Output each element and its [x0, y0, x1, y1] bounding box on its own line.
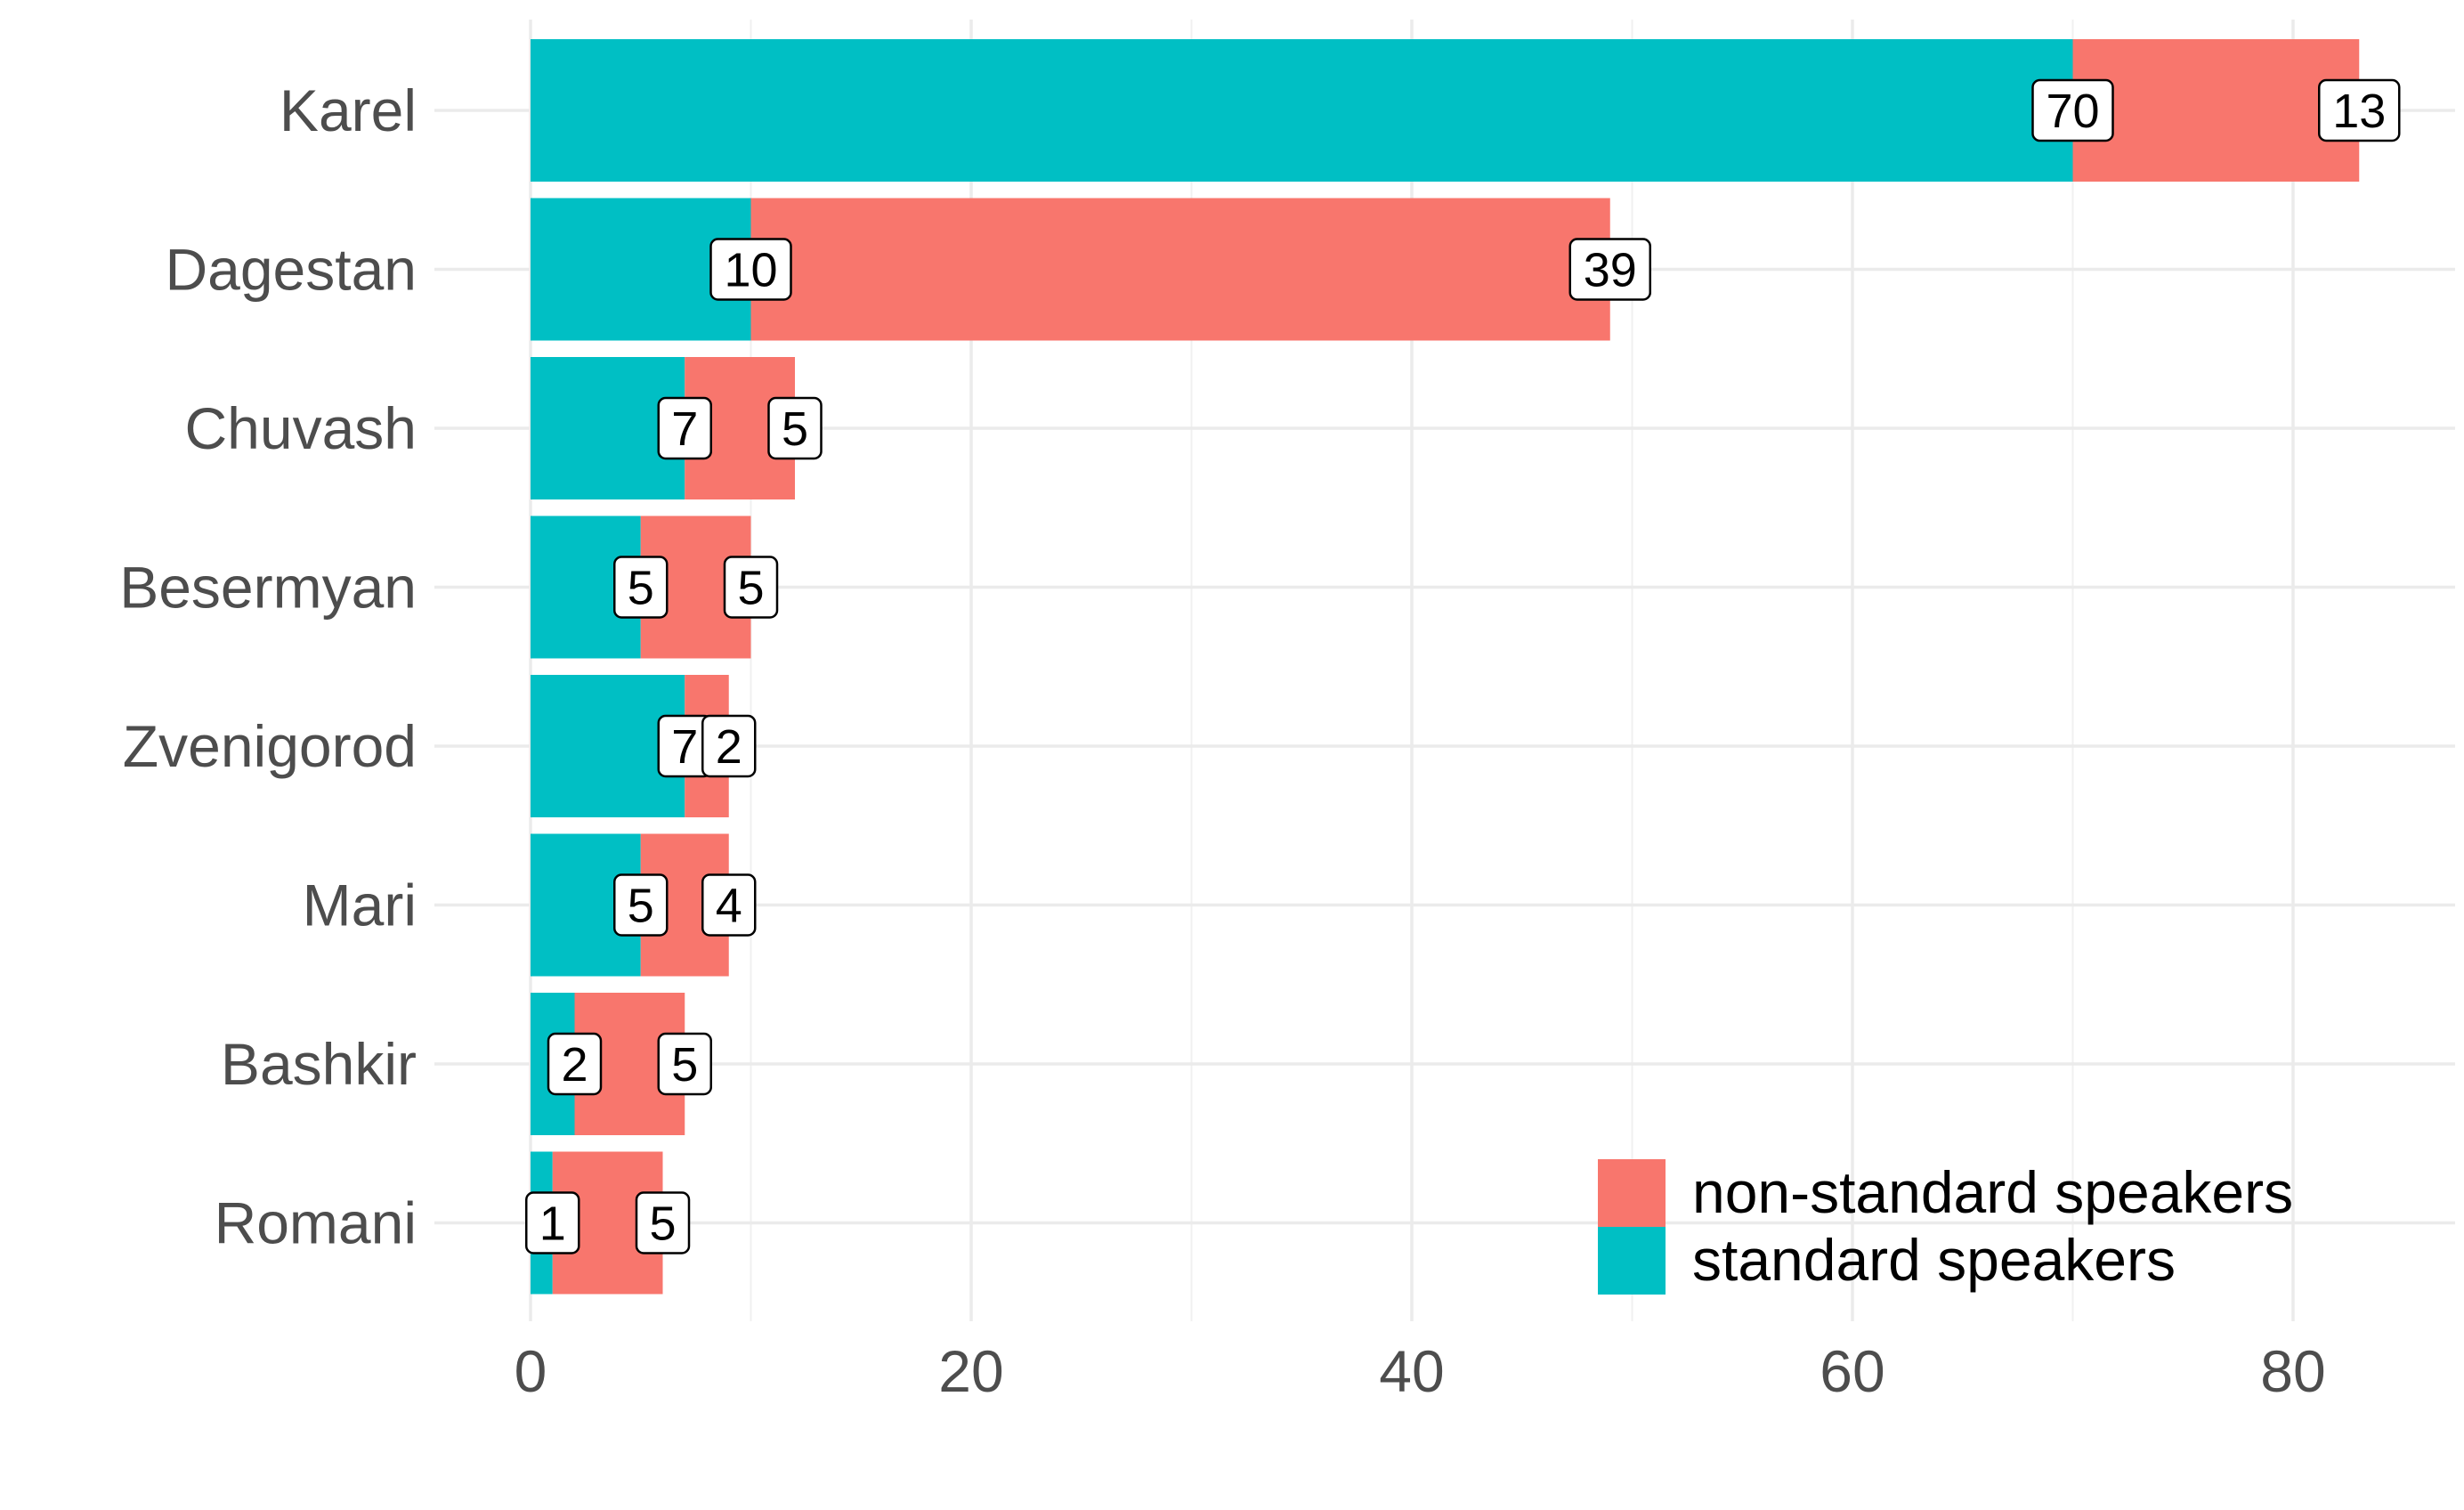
data-label-standard: 1 [525, 1191, 580, 1254]
data-label-non-standard-text: 5 [737, 562, 764, 615]
y-tick-label: Mari [303, 873, 417, 938]
data-label-standard-text: 5 [628, 562, 654, 615]
y-tick-label: Chuvash [185, 395, 417, 461]
data-label-non-standard-text: 39 [1584, 244, 1637, 297]
data-label-standard: 7 [657, 396, 712, 460]
legend-label: standard speakers [1692, 1227, 2176, 1293]
data-label-non-standard-text: 5 [671, 1038, 698, 1092]
bars [531, 39, 2360, 1295]
data-label-non-standard: 5 [657, 1032, 712, 1096]
data-label-non-standard: 5 [767, 396, 823, 460]
data-label-standard-text: 10 [724, 244, 777, 297]
bar-non-standard-speakers [2072, 39, 2360, 182]
data-label-standard: 10 [709, 238, 792, 301]
data-label-standard-text: 7 [671, 720, 698, 774]
data-label-non-standard: 13 [2318, 78, 2401, 142]
data-label-standard: 2 [547, 1032, 603, 1096]
data-label-non-standard-box [767, 396, 823, 460]
data-label-non-standard-box [657, 1032, 712, 1096]
data-label-non-standard: 5 [723, 556, 779, 619]
y-tick-label: Zvenigorod [123, 713, 417, 779]
y-tick-label: Dagestan [165, 237, 417, 303]
data-label-standard-text: 70 [2046, 85, 2099, 138]
data-label-non-standard-text: 13 [2332, 85, 2386, 138]
x-tick-label: 0 [515, 1338, 547, 1404]
data-label-non-standard: 4 [701, 873, 757, 937]
data-label-standard-box [613, 556, 669, 619]
data-label-standard-text: 2 [561, 1038, 588, 1092]
data-label-non-standard-text: 4 [716, 880, 742, 933]
data-label-non-standard-box [701, 873, 757, 937]
data-labels: 70 10 7 5 7 5 2 1 13 39 5 5 2 4 5 5 [525, 78, 2401, 1254]
data-label-non-standard-box [2318, 78, 2401, 142]
y-axis: Karel Dagestan Chuvash Besermyan Zvenigorod M… [119, 77, 417, 1256]
bar-non-standard-speakers [750, 198, 1610, 341]
data-label-non-standard: 5 [635, 1191, 691, 1254]
data-label-non-standard-box [701, 714, 757, 778]
data-label-non-standard: 39 [1568, 238, 1651, 301]
data-label-non-standard: 2 [701, 714, 757, 778]
data-label-standard-box [2031, 78, 2114, 142]
data-label-standard-box [657, 396, 712, 460]
y-tick-label: Karel [280, 77, 417, 143]
data-label-standard: 5 [613, 556, 669, 619]
data-label-standard: 7 [657, 714, 712, 778]
y-tick-label: Besermyan [119, 555, 417, 621]
y-tick-label: Bashkir [221, 1031, 417, 1097]
data-label-standard: 70 [2031, 78, 2114, 142]
data-label-standard-box [709, 238, 792, 301]
x-axis: 0 20 40 60 80 [515, 1338, 2326, 1404]
data-label-non-standard-box [1568, 238, 1651, 301]
data-label-non-standard-box [635, 1191, 691, 1254]
bar-standard-speakers [531, 39, 2073, 182]
data-label-standard-box [547, 1032, 603, 1096]
data-label-non-standard-text: 2 [716, 720, 742, 774]
data-label-standard-box [525, 1191, 580, 1254]
x-tick-label: 60 [1820, 1338, 1884, 1404]
data-label-standard-text: 1 [539, 1197, 566, 1251]
data-label-standard-text: 7 [671, 402, 698, 456]
y-tick-label: Romani [215, 1190, 417, 1256]
legend-key [1598, 1159, 1666, 1227]
x-tick-label: 80 [2260, 1338, 2325, 1404]
x-tick-label: 40 [1379, 1338, 1444, 1404]
legend-label: non-standard speakers [1692, 1159, 2293, 1225]
data-label-non-standard-box [723, 556, 779, 619]
data-label-non-standard-text: 5 [782, 402, 808, 456]
data-label-standard: 5 [613, 873, 669, 937]
data-label-non-standard-text: 5 [649, 1197, 676, 1251]
data-label-standard-text: 5 [628, 880, 654, 933]
legend-key [1598, 1227, 1666, 1295]
x-tick-label: 20 [938, 1338, 1003, 1404]
data-label-standard-box [613, 873, 669, 937]
